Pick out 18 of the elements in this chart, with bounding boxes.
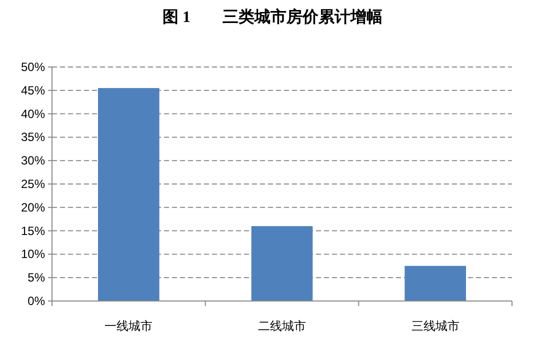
x-tick-label: 二线城市 [258, 319, 306, 333]
y-tick-label: 40% [20, 106, 46, 121]
y-tick-label: 10% [20, 247, 46, 262]
bar [404, 266, 466, 301]
y-tick-label: 45% [20, 83, 46, 98]
y-tick-label: 5% [28, 270, 46, 285]
y-tick-label: 30% [20, 154, 46, 168]
y-tick-label: 15% [20, 224, 46, 238]
bar [98, 88, 160, 301]
y-tick-label: 50% [20, 60, 46, 74]
chart-title: 图 1 三类城市房价累计增幅 [162, 7, 382, 26]
y-tick-label: 35% [20, 130, 46, 144]
y-tick-label: 25% [20, 177, 46, 191]
x-tick-label: 一线城市 [104, 319, 153, 333]
y-tick-label: 20% [20, 200, 46, 214]
x-tick-label: 三线城市 [411, 319, 460, 333]
y-tick-label: 0% [28, 294, 46, 308]
bar [251, 226, 313, 301]
